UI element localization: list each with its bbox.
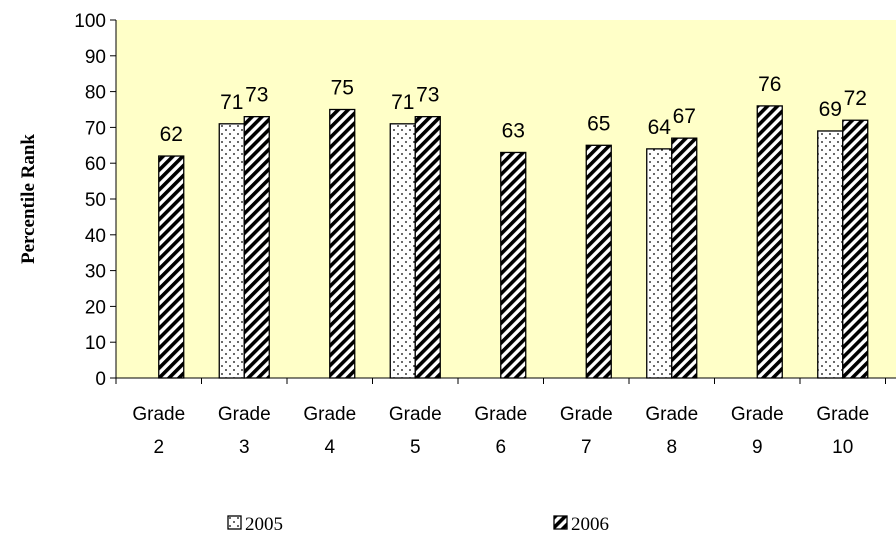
legend-label-2005: 2005	[245, 514, 283, 535]
x-tick-label: Grade 10	[816, 404, 869, 458]
bar-2006	[842, 119, 869, 379]
y-tick-label: 60	[85, 154, 106, 175]
legend-label-2006: 2006	[571, 514, 609, 535]
bar-2005	[646, 148, 673, 379]
x-tick-label: Grade 7	[560, 404, 613, 458]
data-label-2006: 76	[758, 73, 781, 96]
x-tick-label: Grade 5	[389, 404, 442, 458]
data-label-2006: 73	[416, 84, 439, 107]
y-tick-label: 10	[85, 333, 106, 354]
y-tick-label: 0	[95, 369, 106, 390]
legend-swatch-2006	[553, 515, 568, 530]
data-label-2005: 69	[819, 98, 842, 121]
data-label-2006: 65	[587, 112, 610, 135]
bar-2006	[671, 137, 698, 379]
bar-2006	[500, 151, 527, 379]
data-label-2005: 71	[220, 91, 243, 114]
data-label-2006: 73	[245, 84, 268, 107]
data-label-2006: 75	[331, 77, 354, 100]
x-tick-label: Grade 2	[132, 404, 185, 458]
x-tick-label: Grade 8	[645, 404, 698, 458]
y-tick-label: 80	[85, 83, 106, 104]
y-tick-label: 20	[85, 297, 106, 318]
y-tick-label: 90	[85, 47, 106, 68]
y-tick-label: 100	[74, 11, 106, 32]
data-label-2006: 72	[844, 87, 867, 110]
bar-2006	[756, 105, 783, 379]
bar-2005	[817, 130, 844, 379]
x-tick-label: Grade 3	[218, 404, 271, 458]
x-tick-label: Grade 6	[474, 404, 527, 458]
y-axis-title: Percentile Rank	[18, 134, 39, 264]
bar-2006	[158, 155, 185, 379]
bar-2005	[218, 123, 245, 379]
bar-2006	[414, 116, 441, 379]
y-tick-label: 30	[85, 262, 106, 283]
data-label-2005: 71	[391, 91, 414, 114]
bar-2005	[389, 123, 416, 379]
data-label-2005: 64	[648, 116, 672, 139]
data-label-2006: 63	[502, 119, 525, 142]
bar-2006	[243, 116, 270, 379]
y-tick-label: 70	[85, 118, 106, 139]
y-tick-label: 50	[85, 190, 106, 211]
y-tick-label: 40	[85, 226, 106, 247]
data-label-2006: 62	[160, 123, 183, 146]
x-tick-label: Grade 4	[303, 404, 356, 458]
bar-2006	[329, 108, 356, 379]
x-tick-label: Grade 9	[731, 404, 784, 458]
data-label-2006: 67	[673, 105, 696, 128]
legend-swatch-2005	[227, 515, 242, 530]
bar-2006	[585, 144, 612, 379]
